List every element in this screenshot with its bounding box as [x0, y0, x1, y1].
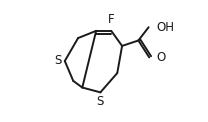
Text: S: S: [97, 95, 104, 108]
Text: OH: OH: [156, 21, 174, 34]
Text: F: F: [108, 13, 115, 26]
Text: S: S: [54, 55, 62, 67]
Text: O: O: [156, 51, 166, 64]
